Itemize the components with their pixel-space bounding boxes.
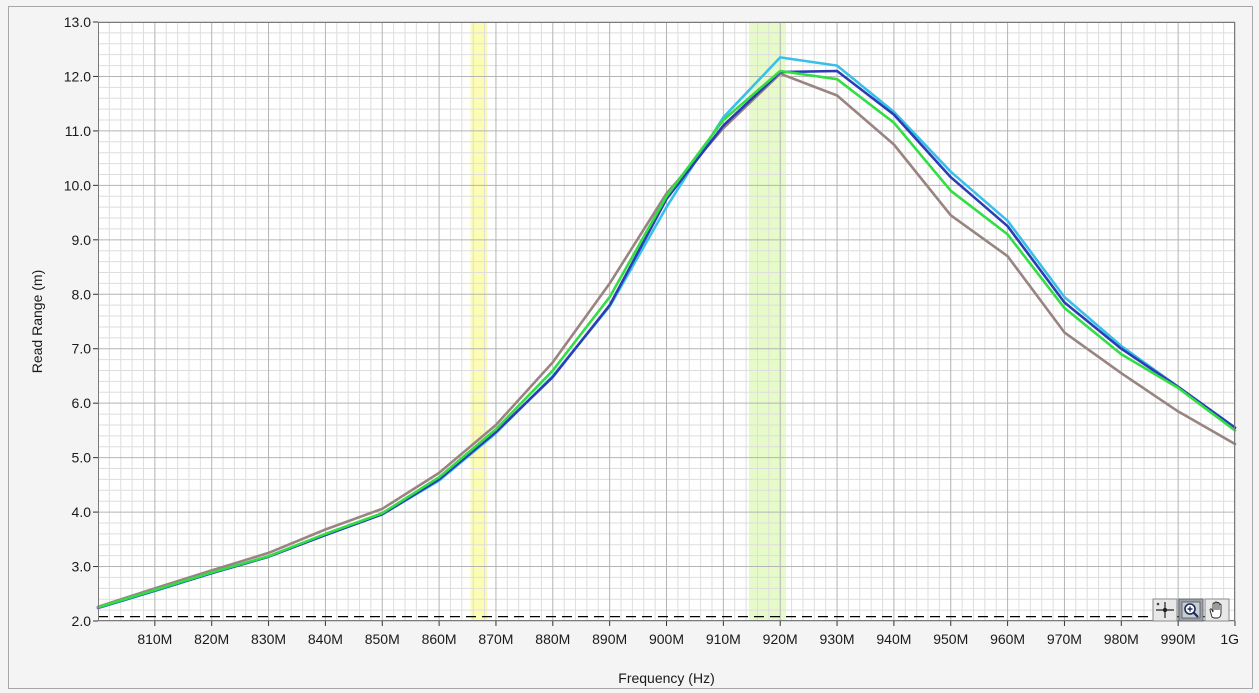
- x-tick-label: 860M: [422, 631, 457, 647]
- y-tick-label: 9.0: [72, 232, 92, 248]
- y-tick-label: 5.0: [72, 450, 92, 466]
- series-line-1: [96, 72, 1237, 609]
- y-tick-label: 12.0: [64, 68, 91, 84]
- y-tick-label: 4.0: [72, 504, 92, 520]
- y-tick-label: 11.0: [65, 123, 91, 139]
- y-tick-label: 10.0: [64, 177, 91, 193]
- x-tick-label: 980M: [1104, 631, 1139, 647]
- y-tick-label: 2.0: [72, 613, 92, 629]
- cursor-move-tool-icon[interactable]: [1152, 598, 1178, 622]
- y-tick-label: 8.0: [72, 286, 92, 302]
- major-grid: [98, 21, 1236, 622]
- graph-border: [8, 6, 1253, 689]
- x-tick-label: 870M: [478, 631, 513, 647]
- zoom-tool-icon[interactable]: [1178, 598, 1204, 622]
- x-tick-label: 930M: [820, 631, 855, 647]
- plot-area[interactable]: [96, 21, 1237, 622]
- y-tick-label: 3.0: [72, 559, 92, 575]
- x-tick-label: 910M: [706, 631, 741, 647]
- y-tick-label: 7.0: [72, 341, 92, 357]
- graph-palette: [1152, 598, 1230, 622]
- x-tick-label: 950M: [933, 631, 968, 647]
- frequency-band-1: [470, 22, 488, 621]
- x-tick-label: 990M: [1161, 631, 1196, 647]
- x-axis-title: Frequency (Hz): [618, 670, 714, 686]
- x-tick-label: 900M: [649, 631, 684, 647]
- x-tick-label: 970M: [1047, 631, 1082, 647]
- y-tick-label: 6.0: [72, 395, 92, 411]
- pan-hand-tool-icon[interactable]: [1204, 598, 1230, 622]
- x-tick-label: 880M: [535, 631, 570, 647]
- y-axis: 2.0 3.0 4.0 5.0 6.0 7.0 8.0 9.0 10.0 11.0 12.0 13.0: [64, 14, 98, 629]
- x-axis: 810M 820M 830M 840M 850M 860M 870M 880M 890M 900M…: [137, 621, 1239, 647]
- x-tick-label: 830M: [251, 631, 286, 647]
- x-tick-label: 920M: [763, 631, 798, 647]
- y-axis-title: Read Range (m): [29, 270, 45, 374]
- x-tick-label: 810M: [137, 631, 172, 647]
- x-tick-label: 850M: [365, 631, 400, 647]
- x-tick-label: 1G: [1220, 631, 1239, 647]
- series-line-4: [96, 69, 1237, 609]
- x-tick-label: 960M: [990, 631, 1025, 647]
- series-lines: [96, 56, 1237, 610]
- plot-border: [98, 22, 1235, 621]
- x-tick-label: 820M: [194, 631, 229, 647]
- x-tick-label: 840M: [308, 631, 343, 647]
- x-tick-label: 940M: [876, 631, 911, 647]
- y-tick-label: 13.0: [64, 14, 91, 30]
- x-tick-label: 890M: [592, 631, 627, 647]
